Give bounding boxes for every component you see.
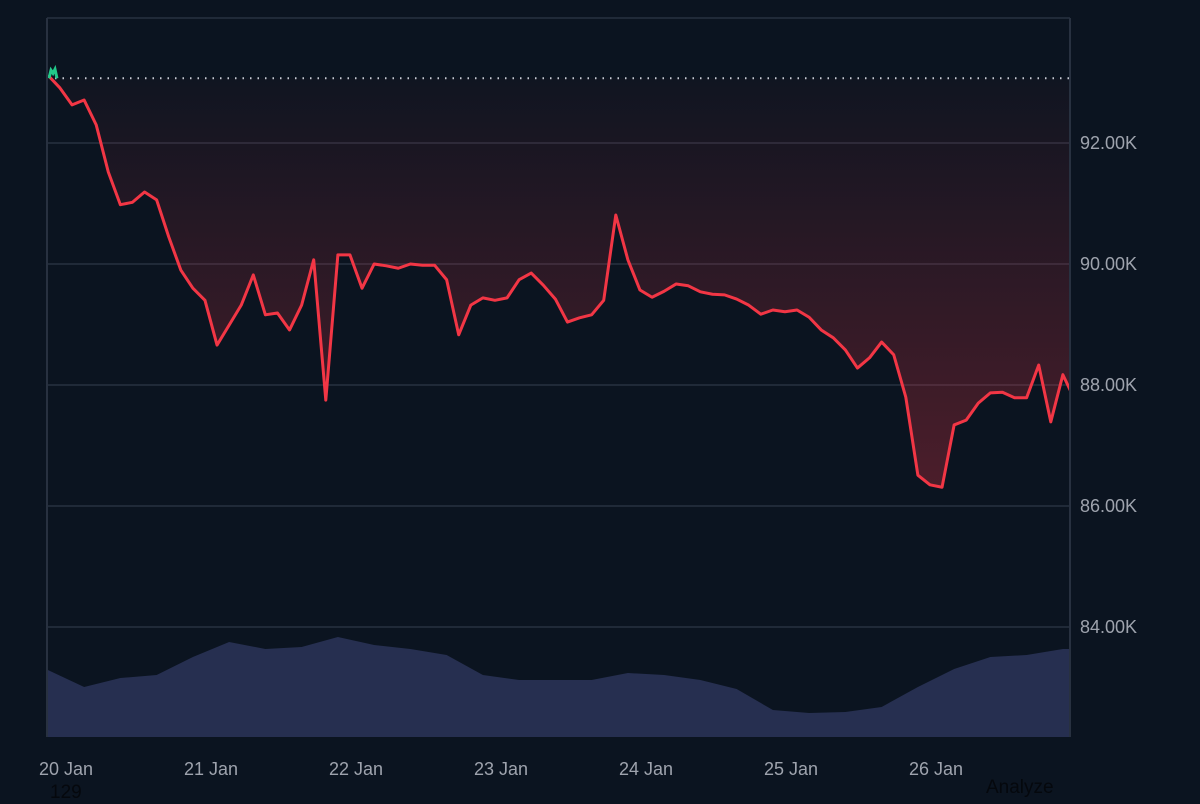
x-tick-label: 21 Jan bbox=[184, 759, 238, 779]
y-axis: 84.00K 86.00K 88.00K 90.00K 92.00K bbox=[1080, 133, 1137, 637]
y-tick-label: 88.00K bbox=[1080, 375, 1137, 395]
below-baseline-fill bbox=[48, 75, 1075, 487]
x-tick-label: 24 Jan bbox=[619, 759, 673, 779]
y-tick-label: 86.00K bbox=[1080, 496, 1137, 516]
x-tick-label: 25 Jan bbox=[764, 759, 818, 779]
x-tick-label: 23 Jan bbox=[474, 759, 528, 779]
volume-bars bbox=[47, 637, 1070, 737]
x-axis: 20 Jan 21 Jan 22 Jan 23 Jan 24 Jan 25 Jan 26 J… bbox=[39, 759, 963, 779]
baseline-fill bbox=[48, 75, 1075, 487]
analyze-link[interactable]: Analyze bbox=[986, 777, 1054, 799]
overlay-count: 129 bbox=[50, 782, 82, 804]
y-tick-label: 90.00K bbox=[1080, 254, 1137, 274]
above-baseline-segment bbox=[49, 69, 57, 78]
x-tick-label: 22 Jan bbox=[329, 759, 383, 779]
x-tick-label: 20 Jan bbox=[39, 759, 93, 779]
x-tick-label: 26 Jan bbox=[909, 759, 963, 779]
y-tick-label: 92.00K bbox=[1080, 133, 1137, 153]
volume-area bbox=[47, 637, 1070, 737]
y-tick-label: 84.00K bbox=[1080, 617, 1137, 637]
